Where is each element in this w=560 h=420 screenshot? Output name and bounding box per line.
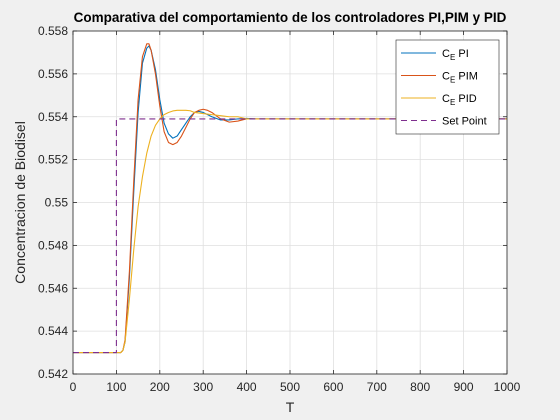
- legend-box: [395, 39, 500, 135]
- x-tick-label: 300: [193, 380, 213, 394]
- y-tick-label: 0.542: [38, 367, 68, 381]
- chart-title: Comparativa del comportamiento de los co…: [74, 10, 507, 25]
- legend-label-c-e-pim: CE PIM: [442, 71, 478, 85]
- y-tick-label: 0.558: [38, 24, 68, 38]
- x-tick-label: 100: [106, 380, 126, 394]
- x-tick-label: 0: [70, 380, 77, 394]
- x-axis-label: T: [286, 399, 295, 415]
- legend[interactable]: CE PI CE PIM CE PID Set Point: [395, 39, 500, 135]
- y-tick-label: 0.544: [38, 324, 68, 338]
- x-tick-label: 700: [367, 380, 387, 394]
- x-tick-label: 400: [237, 380, 257, 394]
- legend-label-c-e-pid: CE PID: [442, 93, 477, 107]
- x-tick-label: 500: [280, 380, 300, 394]
- y-axis-label: Concentracion de Biodisel: [12, 121, 28, 284]
- x-tick-label: 900: [454, 380, 474, 394]
- y-tick-label: 0.556: [38, 67, 68, 81]
- series-line-c-e-pid: [73, 109, 507, 354]
- x-tick-label: 200: [150, 380, 170, 394]
- x-tick-label: 1000: [494, 380, 521, 394]
- series-layer: [73, 43, 507, 354]
- y-tick-label: 0.554: [38, 110, 68, 124]
- legend-label-c-e-pi: CE PI: [442, 48, 469, 62]
- series-line-c-e-pim: [73, 43, 507, 354]
- x-tick-label: 800: [410, 380, 430, 394]
- x-tick-label: 600: [323, 380, 343, 394]
- ticks: 0 100 200 300 400 500 600 700 800 900 1000 0.542 0.5…: [38, 24, 521, 394]
- y-tick-label: 0.548: [38, 238, 68, 252]
- series-line-set-point: [73, 118, 507, 354]
- legend-label-set-point: Set Point: [442, 116, 487, 128]
- y-tick-label: 0.552: [38, 153, 68, 167]
- y-tick-label: 0.546: [38, 281, 68, 295]
- y-tick-label: 0.55: [45, 196, 69, 210]
